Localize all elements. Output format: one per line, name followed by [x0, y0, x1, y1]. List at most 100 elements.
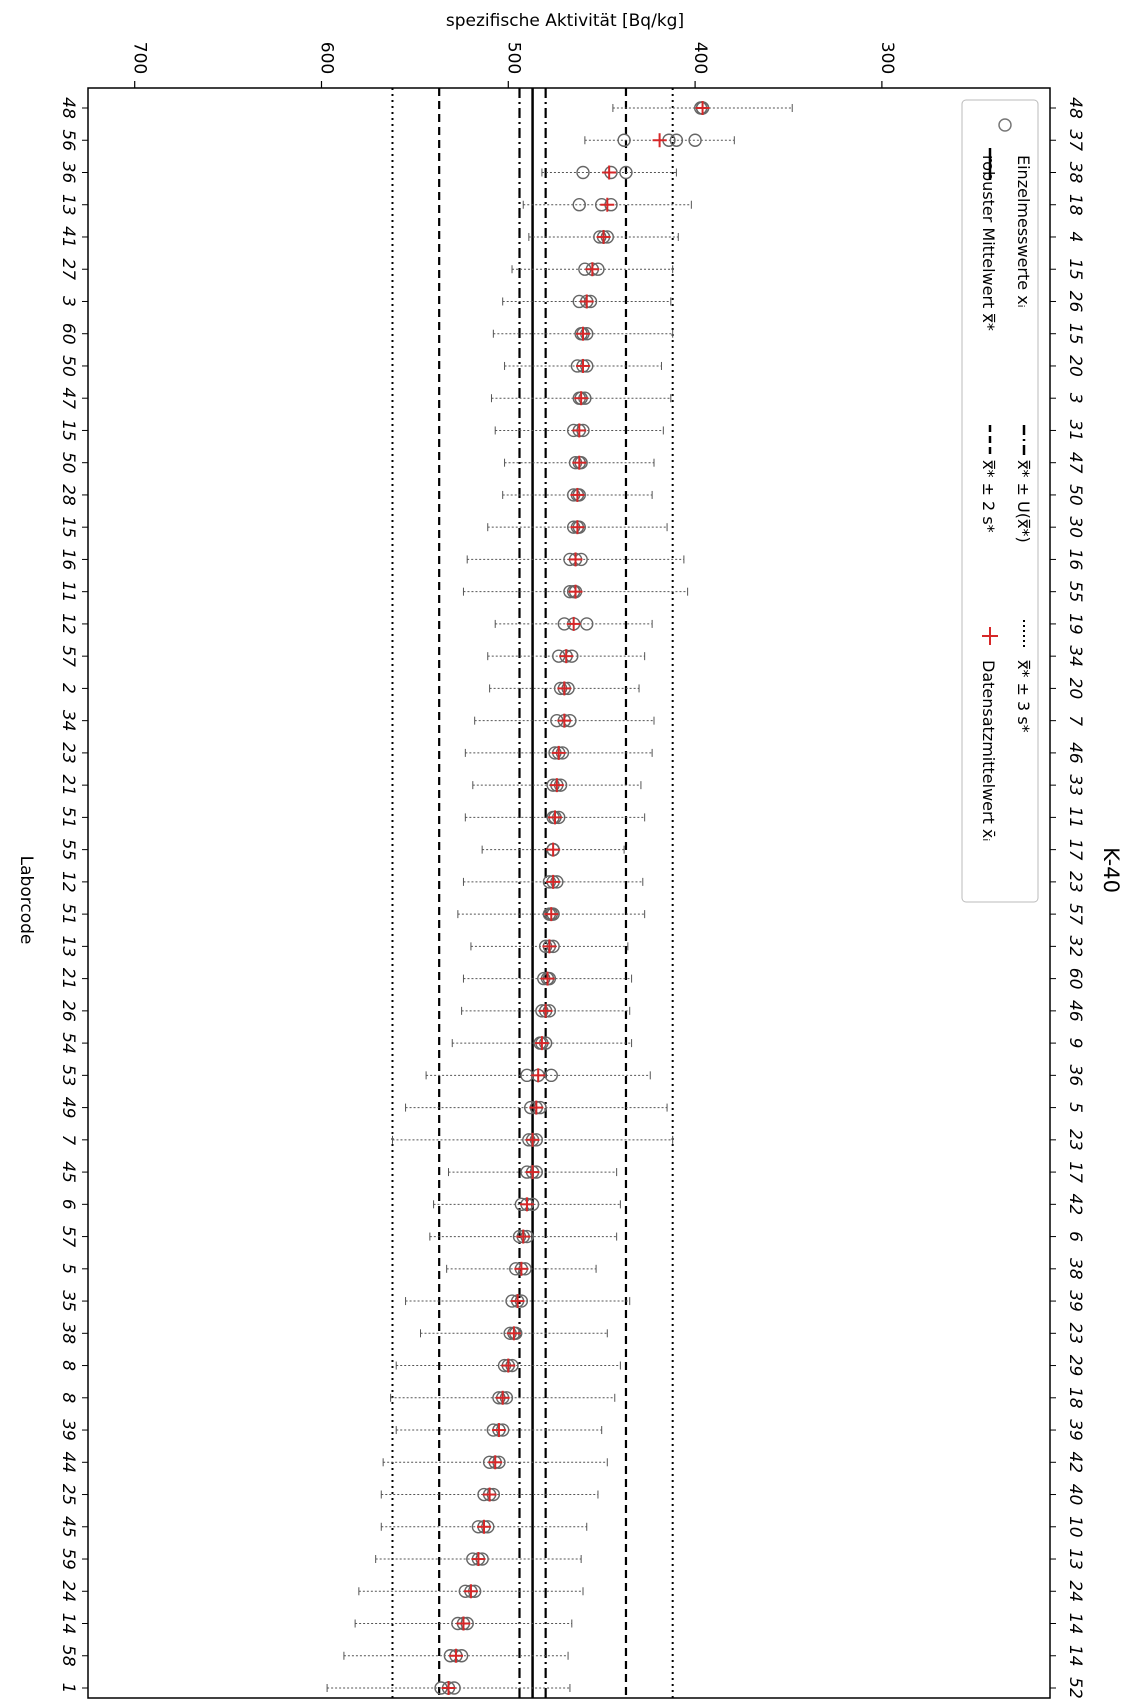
legend-label-u: x̿* ± U(x̿*) [1014, 460, 1033, 543]
laborcode-label: 16 [58, 549, 78, 571]
legend-entry-single [998, 118, 1012, 132]
laborcode-label: 45 [58, 1161, 78, 1183]
data-row [490, 391, 672, 406]
laborcode-label: 18 [1065, 1387, 1085, 1409]
laborcode-label: 38 [1065, 162, 1085, 184]
laborcode-label: 39 [1065, 1290, 1085, 1312]
laborcode-label: 23 [1065, 871, 1085, 893]
laborcode-label: 51 [58, 807, 78, 829]
data-row [464, 745, 653, 760]
laborcode-label: 13 [1065, 1548, 1085, 1570]
legend-label-3s: x̿* ± 3 s* [1014, 660, 1033, 733]
laborcode-label: 50 [58, 452, 78, 474]
data-row [494, 423, 664, 438]
laborcode-label: 56 [58, 129, 78, 151]
laborcode-label: 7 [58, 1134, 78, 1145]
laborcode-label: 17 [1065, 1161, 1085, 1183]
data-row [380, 1487, 599, 1502]
laborcode-label: 24 [1065, 1580, 1085, 1602]
laborcode-label: 25 [58, 1484, 78, 1506]
data-row [326, 1681, 571, 1695]
laborcode-label: 14 [58, 1613, 78, 1635]
data-row [461, 1003, 631, 1018]
data-row [541, 165, 677, 180]
chart-title: K-40 [1099, 847, 1123, 893]
data-row [390, 1390, 616, 1405]
laborcode-label: 41 [58, 226, 78, 248]
laborcode-label: 17 [1065, 839, 1085, 861]
laborcode-label: 31 [1065, 420, 1085, 442]
laborcode-label: 10 [1065, 1516, 1085, 1538]
data-row [466, 552, 685, 567]
single-value-point [576, 165, 590, 180]
single-value-point [688, 133, 702, 147]
data-row [462, 971, 633, 986]
laborcode-label: 23 [1065, 1129, 1085, 1151]
data-row [584, 133, 735, 148]
laborcode-label: 16 [1065, 549, 1085, 571]
laborcode-label: 28 [58, 484, 78, 506]
data-row [395, 1423, 603, 1438]
reference-lines [391, 88, 674, 1698]
laborcode-label: 44 [58, 1451, 78, 1473]
data-row [494, 616, 653, 631]
laborcode-label: 30 [1065, 516, 1085, 538]
data-row [464, 810, 646, 825]
laborcode-label: 11 [58, 581, 78, 603]
laborcode-label: 48 [1065, 97, 1085, 119]
single-value-point [669, 133, 684, 147]
laborcode-label: 1 [58, 1683, 78, 1694]
laborcode-label: 15 [58, 516, 78, 538]
laborcode-label: 46 [1065, 1000, 1085, 1022]
laborcode-label: 36 [58, 162, 78, 184]
laborcode-label: 3 [1065, 393, 1085, 404]
laborcode-label: 46 [1065, 742, 1085, 764]
laborcode-label: 37 [1065, 129, 1085, 151]
data-row [502, 294, 672, 309]
laborcode-label: 27 [58, 258, 78, 280]
laborcode-label: 19 [1065, 613, 1085, 635]
laborcode-label: 33 [1065, 774, 1085, 796]
legend: Einzelmesswerte xᵢ robuster Mittelwert x… [961, 99, 1039, 903]
legend-dataset-icon [982, 627, 998, 645]
data-row [446, 1261, 597, 1276]
laborcode-label: 50 [1065, 484, 1085, 506]
laborcode-label: 20 [1065, 678, 1085, 700]
laborcode-label: 15 [1065, 323, 1085, 345]
laborcode-label: 47 [58, 387, 78, 409]
laborcode-label: 50 [58, 355, 78, 377]
data-row [487, 520, 668, 535]
laborcode-label: 38 [58, 1322, 78, 1344]
data-row [354, 1616, 573, 1631]
legend-label-dataset: Datensatzmittelwert x̄ᵢ [979, 660, 998, 841]
laborcode-label: 13 [58, 194, 78, 216]
data-row [358, 1584, 584, 1599]
data-row [492, 326, 674, 341]
laborcode-label: 36 [1065, 1065, 1085, 1087]
laborcode-label: 9 [1065, 1038, 1085, 1049]
laborcode-label: 34 [1065, 645, 1085, 667]
data-row [429, 1229, 618, 1244]
laborcode-label: 6 [1065, 1231, 1085, 1242]
data-row [380, 1519, 588, 1534]
data-row [433, 1197, 621, 1212]
single-value-point [580, 617, 594, 631]
laborcode-label: 54 [58, 1032, 78, 1054]
laborcode-label: 5 [1065, 1102, 1085, 1113]
laborcode-label: 60 [58, 323, 78, 345]
laborcode-label: 3 [58, 296, 78, 307]
data-row [489, 681, 640, 696]
data-row [472, 778, 642, 793]
laborcode-label: 14 [1065, 1645, 1085, 1667]
laborcode-label: 47 [1065, 452, 1085, 474]
laborcode-label: 42 [1065, 1451, 1085, 1473]
data-row [419, 1326, 608, 1341]
laborcode-label: 23 [1065, 1322, 1085, 1344]
laborcode-label: 15 [1065, 258, 1085, 280]
value-axis-ticks: 300 400 500 600 700 [130, 42, 897, 88]
legend-box [961, 99, 1039, 903]
laborcode-label: 35 [58, 1290, 78, 1312]
laborcode-label: 45 [58, 1516, 78, 1538]
data-row [474, 713, 655, 728]
